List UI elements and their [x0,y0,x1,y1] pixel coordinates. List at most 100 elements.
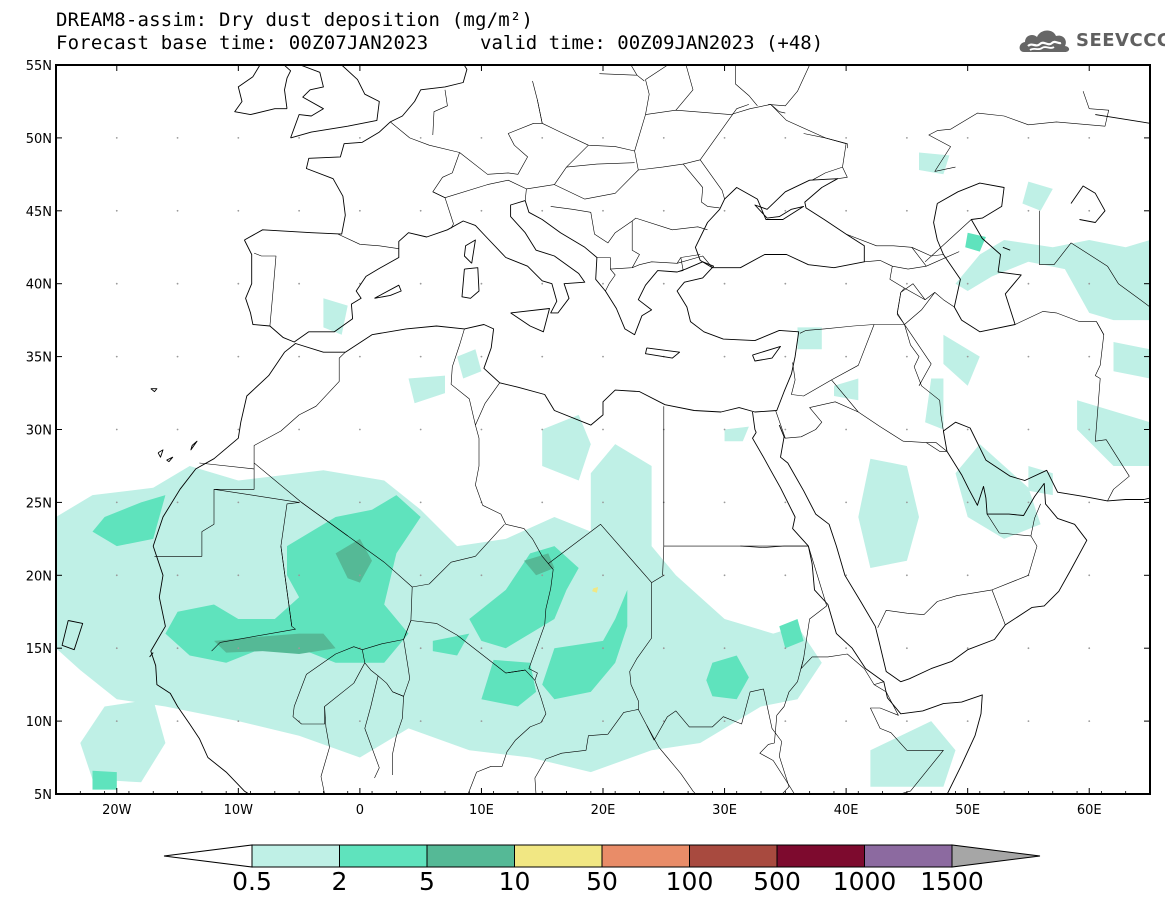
dust-area-level-0 [955,240,1150,321]
colorbar-label: 0.5 [232,867,272,896]
country-border [699,104,749,160]
coastline [645,347,681,359]
grid-dot [237,355,240,358]
grid-dot [784,355,787,358]
grid-dot [358,209,361,212]
country-border [432,179,527,201]
grid-dot [602,501,604,504]
coastline [61,620,84,651]
coastline [149,652,154,658]
colorbar-over-triangle [951,844,1041,868]
y-tick-label: 10N [26,715,52,730]
grid-dot [845,282,848,285]
dust-area-level-0 [1113,342,1150,379]
grid-dot [723,137,726,139]
coastline [694,178,865,269]
grid-dot [298,137,301,139]
country-border [475,425,554,625]
country-border [800,546,884,685]
country-border [924,219,972,263]
country-border [900,283,926,300]
grid-dot [1088,137,1091,139]
dust-area-level-0 [834,378,859,401]
grid-dot [602,137,604,139]
grid-dot [966,428,969,431]
grid-dot [358,137,361,139]
grid-dot [176,355,179,358]
grid-dot [784,428,787,431]
grid-dot [419,428,422,431]
coastline [752,411,757,433]
country-border [768,65,810,107]
dust-area-level-0 [797,327,822,350]
y-tick-label: 40N [26,278,52,293]
map-title: DREAM8-assim: Dry dust deposition (mg/m²… [56,9,534,31]
x-tick-label: 10W [224,803,254,818]
grid-dot [723,428,726,431]
coastline [780,421,1150,683]
grid-dot [480,647,483,650]
country-border [280,546,293,627]
x-tick-label: 60E [1077,803,1102,818]
grid-dot [602,209,604,212]
grid-dot [176,209,179,212]
country-border [301,502,348,537]
country-border [596,257,616,292]
grid-dot [237,428,240,431]
grid-dot [480,209,483,212]
grid-dot [480,355,483,358]
grid-dot [237,647,240,650]
country-border [770,104,786,114]
country-border [877,503,1041,628]
grid-dot [115,209,118,212]
grid-dot [176,428,179,431]
country-border [735,65,758,106]
country-border [554,150,639,200]
colorbar-under-triangle [163,844,253,868]
country-border [390,121,460,229]
coastline [234,65,292,116]
country-border [759,658,804,794]
colorbar-label: 50 [586,867,618,896]
grid-dot [115,355,118,358]
x-tick-label: 40E [834,803,859,818]
colorbar-label: 2 [331,867,348,896]
grid-dot [784,574,787,577]
grid-dot [176,137,179,139]
grid-dot [845,355,848,358]
grid-dot [784,209,787,212]
grid-dot [662,209,665,212]
grid-dot [905,355,908,358]
country-border [791,324,875,397]
country-border [1014,311,1105,335]
dust-area-level-0 [408,375,445,404]
axis-ticks [55,64,1151,795]
grid-dot [723,282,726,285]
grid-dot [845,647,848,650]
country-border [253,351,346,469]
colorbar-segment [426,844,515,868]
colorbar-label: 10 [498,867,531,896]
y-tick-label: 35N [26,351,52,366]
grid-dot [298,647,301,650]
grid-dot [115,720,118,722]
grid-dot [1088,428,1091,431]
country-border [505,669,526,674]
country-border [645,65,669,80]
grid-dot [541,501,544,504]
coastline [510,308,550,333]
grid-dot [176,574,179,577]
grid-dot [723,501,726,504]
dust-area-level-0 [1077,400,1150,466]
dust-area-level-0 [724,426,749,442]
country-border [928,91,1109,172]
country-borders [154,65,1150,794]
grid-dot [845,137,848,139]
grid-dot [298,574,301,577]
coastline [1095,114,1150,124]
x-tick-label: 20E [591,803,616,818]
coastline [461,267,480,299]
grid-dot [541,428,544,431]
grid-dot [1027,720,1030,722]
grid-dot [115,501,118,504]
